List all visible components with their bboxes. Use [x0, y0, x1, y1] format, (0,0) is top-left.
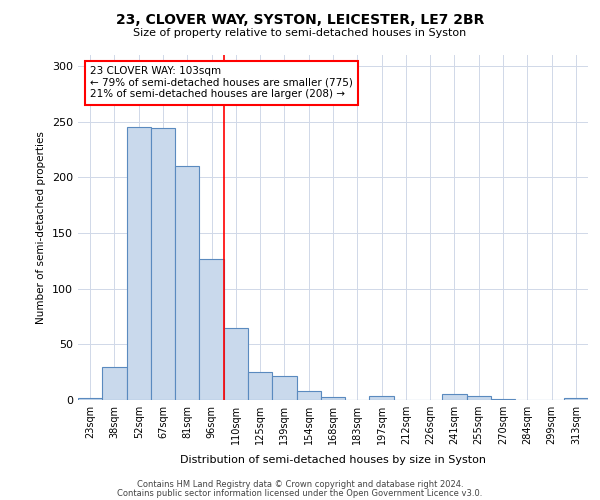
Text: Contains HM Land Registry data © Crown copyright and database right 2024.: Contains HM Land Registry data © Crown c… [137, 480, 463, 489]
Bar [248, 372, 272, 400]
Bar [296, 391, 321, 400]
Text: Size of property relative to semi-detached houses in Syston: Size of property relative to semi-detach… [133, 28, 467, 38]
Bar [272, 376, 296, 400]
Bar [370, 396, 394, 400]
Bar [467, 396, 491, 400]
Bar [199, 258, 224, 400]
Text: 23 CLOVER WAY: 103sqm
← 79% of semi-detached houses are smaller (775)
21% of sem: 23 CLOVER WAY: 103sqm ← 79% of semi-deta… [90, 66, 353, 100]
Bar [127, 128, 151, 400]
Bar [78, 398, 102, 400]
Bar [564, 398, 588, 400]
Bar [491, 399, 515, 400]
Bar [321, 396, 345, 400]
Y-axis label: Number of semi-detached properties: Number of semi-detached properties [37, 131, 46, 324]
Bar [102, 366, 127, 400]
X-axis label: Distribution of semi-detached houses by size in Syston: Distribution of semi-detached houses by … [180, 456, 486, 466]
Bar [175, 166, 199, 400]
Bar [151, 128, 175, 400]
Text: 23, CLOVER WAY, SYSTON, LEICESTER, LE7 2BR: 23, CLOVER WAY, SYSTON, LEICESTER, LE7 2… [116, 12, 484, 26]
Bar [442, 394, 467, 400]
Text: Contains public sector information licensed under the Open Government Licence v3: Contains public sector information licen… [118, 488, 482, 498]
Bar [224, 328, 248, 400]
